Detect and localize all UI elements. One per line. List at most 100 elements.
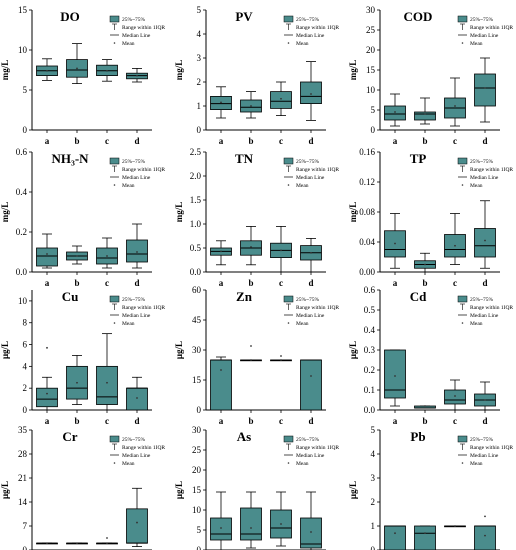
y-axis-label: mg/L: [174, 202, 184, 223]
box-b: [414, 97, 436, 125]
x-tick-label: d: [482, 278, 487, 288]
legend-mean-label: Mean: [470, 183, 483, 189]
iqr-box: [300, 359, 322, 411]
mean-marker: [394, 375, 396, 377]
x-tick-label: c: [105, 278, 109, 288]
legend-box-label: 25%~75%: [122, 297, 146, 303]
legend-mean-label: Mean: [470, 321, 483, 327]
x-tick-label: c: [279, 278, 283, 288]
chart-title: As: [237, 429, 251, 444]
legend-box-swatch: [457, 157, 468, 165]
x-tick-label: a: [393, 416, 398, 426]
x-tick-label: a: [45, 136, 50, 146]
mean-marker: [106, 255, 108, 257]
legend-range-label: Range within 1IQR: [296, 305, 339, 311]
y-tick-label: 15: [192, 485, 202, 495]
x-tick-label: b: [74, 278, 79, 288]
y-axis-label: μg/L: [0, 341, 10, 359]
legend: 25%~75% Range within 1IQR Median Line Mean: [457, 295, 513, 327]
mean-marker: [76, 381, 78, 384]
y-tick-label: 1: [197, 101, 202, 111]
box-d: [126, 376, 148, 411]
y-tick-label: 5: [371, 425, 376, 435]
legend-median-label: Median Line: [122, 175, 151, 181]
box-d: [300, 491, 322, 550]
legend: 25%~75% Range within 1IQR Median Line Mean: [109, 15, 165, 47]
mean-marker: [310, 375, 312, 377]
legend: 25%~75% Range within 1IQR Median Line Mean: [283, 295, 339, 327]
mean-marker: [454, 105, 456, 107]
x-tick-label: b: [74, 416, 79, 426]
box-a: [384, 525, 406, 550]
x-tick-label: a: [45, 416, 50, 426]
legend-range-label: Range within 1IQR: [122, 445, 165, 451]
y-tick-label: 2: [23, 383, 28, 393]
legend-box-label: 25%~75%: [296, 17, 320, 23]
legend-mean-swatch: [287, 184, 290, 186]
x-tick-label: a: [393, 278, 398, 288]
x-tick-label: c: [279, 136, 283, 146]
chart-title: Cd: [410, 289, 427, 304]
legend-box-label: 25%~75%: [122, 17, 146, 23]
x-tick-label: a: [393, 136, 398, 146]
legend: 25%~75% Range within 1IQR Median Line Mean: [283, 435, 339, 467]
mean-marker: [136, 74, 138, 77]
mean-marker: [106, 69, 108, 72]
legend-box-swatch: [109, 435, 120, 443]
box-d: [300, 237, 322, 273]
legend-mean-swatch: [287, 42, 290, 44]
y-tick-label: 14: [18, 497, 28, 507]
mean-marker: [136, 521, 138, 524]
legend-box-swatch: [283, 157, 294, 165]
iqr-box: [384, 525, 406, 550]
legend-box-swatch: [109, 157, 120, 165]
box-a: [36, 58, 58, 81]
legend: 25%~75% Range within 1IQR Median Line Mean: [109, 157, 165, 189]
x-tick-label: b: [74, 136, 79, 146]
box-b: [414, 252, 436, 273]
y-tick-label: 21: [18, 473, 27, 483]
legend-mean-swatch: [461, 322, 464, 324]
y-tick-label: 0.08: [359, 207, 375, 217]
legend-range-label: Range within 1IQR: [470, 167, 513, 173]
y-axis-label: μg/L: [348, 481, 358, 499]
y-tick-label: 0.6: [16, 147, 28, 157]
legend-box-label: 25%~75%: [470, 17, 494, 23]
outlier-marker: [250, 345, 252, 347]
y-tick-label: 10: [18, 45, 28, 55]
x-tick-label: c: [279, 416, 283, 426]
box-d: [474, 200, 496, 269]
box-a: [384, 93, 406, 127]
y-tick-label: 0.0: [364, 405, 376, 415]
y-axis-label: mg/L: [348, 60, 358, 81]
box-a: [36, 233, 58, 269]
legend-mean-label: Mean: [296, 321, 309, 327]
iqr-box: [384, 349, 406, 399]
y-tick-label: 6: [23, 340, 28, 350]
mean-marker: [76, 542, 78, 545]
legend-median-label: Median Line: [470, 175, 499, 181]
y-tick-label: 35: [18, 425, 28, 435]
iqr-box: [126, 387, 148, 411]
x-tick-label: d: [308, 278, 313, 288]
chart-title: TP: [410, 151, 427, 166]
y-tick-label: 0.1: [364, 385, 375, 395]
mean-marker: [136, 397, 138, 399]
mean-marker: [424, 532, 426, 535]
box-b: [414, 405, 436, 409]
box-a: [210, 86, 232, 119]
box-b: [414, 525, 436, 550]
y-tick-label: 0.2: [16, 227, 27, 237]
box-b: [240, 91, 262, 119]
x-tick-label: a: [219, 416, 224, 426]
legend-box-label: 25%~75%: [296, 437, 320, 443]
box-c: [444, 525, 466, 528]
y-tick-label: 7: [23, 521, 28, 531]
y-tick-label: 0: [197, 405, 202, 415]
chart-panel-8: 0.0 0.1 0.2 0.3 0.4 0.5 0.6 μg/L Cd a b c d 25%~75% Ra…: [348, 285, 513, 426]
y-axis-label: μg/L: [0, 481, 10, 499]
chart-panel-2: 0 5 10 15 20 25 30 mg/L COD a b c d 25%~75% Range with…: [348, 5, 513, 146]
legend-box-swatch: [109, 15, 120, 23]
y-tick-label: 0.4: [16, 187, 28, 197]
